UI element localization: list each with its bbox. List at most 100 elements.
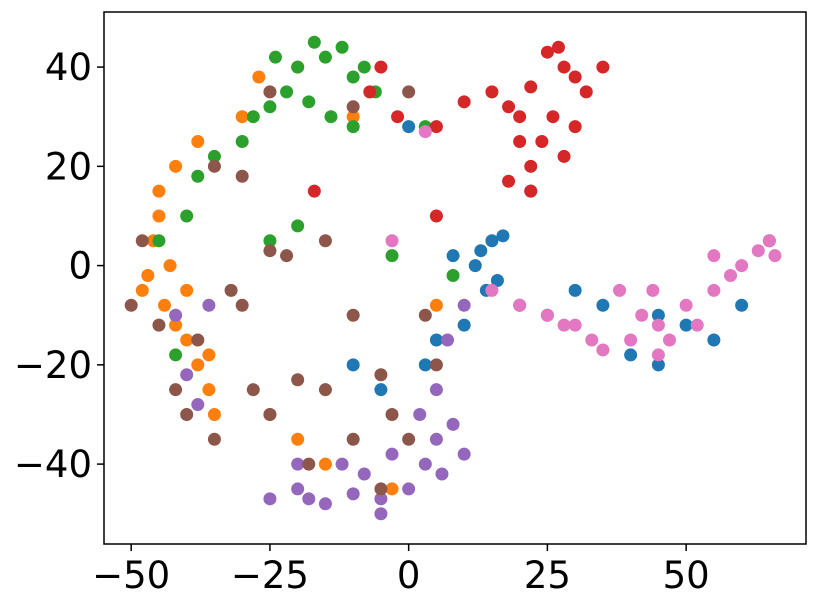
- point: [246, 383, 260, 397]
- point: [235, 169, 249, 183]
- point: [624, 348, 638, 362]
- y-tick-label: 40: [45, 46, 92, 89]
- point: [751, 244, 765, 258]
- point: [690, 318, 704, 332]
- point: [585, 333, 599, 347]
- point: [291, 457, 305, 471]
- point: [485, 85, 499, 99]
- point: [357, 60, 371, 74]
- point: [418, 457, 432, 471]
- series: [307, 40, 610, 223]
- point: [485, 234, 499, 248]
- point: [374, 60, 388, 74]
- point: [613, 283, 627, 297]
- point: [346, 308, 360, 322]
- point: [346, 120, 360, 134]
- point: [291, 482, 305, 496]
- point: [596, 60, 610, 74]
- point: [457, 298, 471, 312]
- point: [485, 283, 499, 297]
- point: [624, 333, 638, 347]
- point: [429, 209, 443, 223]
- point: [490, 273, 504, 287]
- point: [446, 417, 460, 431]
- x-tick-label: −25: [231, 554, 309, 597]
- point: [551, 40, 565, 54]
- point: [224, 283, 238, 297]
- point: [318, 234, 332, 248]
- point: [263, 492, 277, 506]
- point: [263, 244, 277, 258]
- point: [318, 457, 332, 471]
- point: [679, 298, 693, 312]
- point: [124, 298, 138, 312]
- point: [457, 95, 471, 109]
- point: [374, 507, 388, 521]
- point: [280, 85, 294, 99]
- point: [502, 100, 516, 114]
- point: [413, 407, 427, 421]
- point: [496, 229, 510, 243]
- point: [540, 45, 554, 59]
- point: [291, 432, 305, 446]
- point: [646, 283, 660, 297]
- series: [152, 35, 460, 362]
- point: [202, 298, 216, 312]
- point: [402, 85, 416, 99]
- point: [152, 184, 166, 198]
- point: [302, 492, 316, 506]
- point: [596, 343, 610, 357]
- series: [169, 298, 471, 521]
- point: [540, 308, 554, 322]
- point: [180, 368, 194, 382]
- point: [635, 308, 649, 322]
- point: [679, 318, 693, 332]
- point: [402, 482, 416, 496]
- point: [263, 85, 277, 99]
- point: [374, 368, 388, 382]
- point: [252, 70, 266, 84]
- point: [180, 283, 194, 297]
- point: [346, 487, 360, 501]
- point: [191, 398, 205, 412]
- point: [169, 318, 183, 332]
- point: [346, 110, 360, 124]
- point: [235, 298, 249, 312]
- point: [302, 95, 316, 109]
- point: [307, 35, 321, 49]
- point: [524, 80, 538, 94]
- point: [474, 244, 488, 258]
- point: [307, 184, 321, 198]
- point: [263, 407, 277, 421]
- point: [268, 50, 282, 64]
- point: [513, 298, 527, 312]
- point: [468, 259, 482, 273]
- point: [180, 407, 194, 421]
- point: [402, 432, 416, 446]
- point: [374, 492, 388, 506]
- point: [502, 174, 516, 188]
- point: [524, 184, 538, 198]
- point: [429, 333, 443, 347]
- point: [579, 85, 593, 99]
- point: [457, 447, 471, 461]
- point: [568, 70, 582, 84]
- point: [513, 135, 527, 149]
- point: [557, 149, 571, 163]
- point: [207, 407, 221, 421]
- point: [291, 373, 305, 387]
- point: [291, 60, 305, 74]
- point: [191, 169, 205, 183]
- point: [235, 110, 249, 124]
- point: [202, 383, 216, 397]
- y-tick-label: −40: [14, 443, 92, 486]
- point: [157, 298, 171, 312]
- point: [385, 482, 399, 496]
- point: [169, 308, 183, 322]
- point: [318, 383, 332, 397]
- point: [152, 209, 166, 223]
- series: [124, 85, 443, 496]
- point: [207, 149, 221, 163]
- point: [207, 432, 221, 446]
- y-tick-label: −20: [14, 344, 92, 387]
